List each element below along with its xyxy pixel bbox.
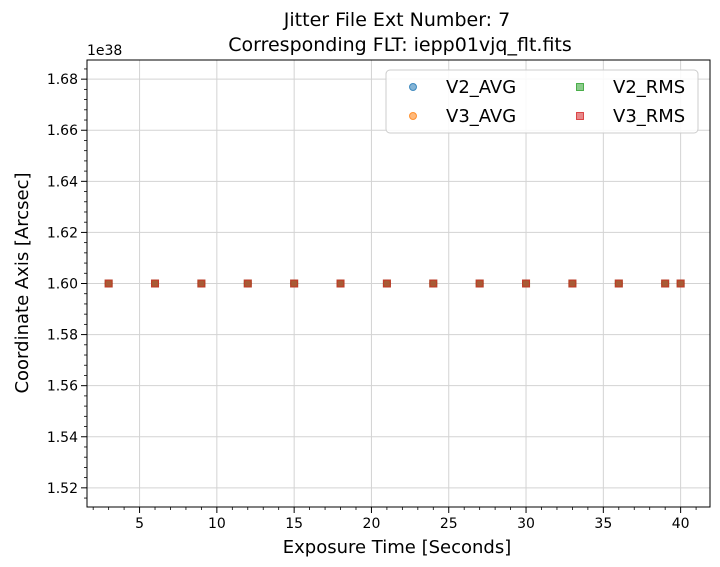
legend-label-v2-rms: V2_RMS bbox=[613, 77, 685, 98]
x-tick-label: 20 bbox=[363, 516, 381, 532]
x-tick-label: 25 bbox=[440, 516, 458, 532]
legend-items: V2_AVG V3_AVG V2_RMS V3_RMS bbox=[409, 77, 685, 127]
y-tick-label: 1.66 bbox=[47, 123, 78, 139]
data-point bbox=[151, 279, 160, 288]
y-tick-label: 1.64 bbox=[47, 174, 78, 190]
y-tick-label: 1.60 bbox=[47, 277, 78, 293]
x-tick-label: 35 bbox=[594, 516, 612, 532]
legend-marker-v3-avg bbox=[409, 112, 417, 120]
legend-label-v3-rms: V3_RMS bbox=[613, 106, 685, 127]
chart-title-line1: Jitter File Ext Number: 7 bbox=[283, 9, 510, 31]
tick-labels: 5 10 15 20 25 30 35 40 1.52 1.54 1.56 1.58 1.60 1.62 1… bbox=[47, 72, 690, 532]
x-tick-label: 30 bbox=[517, 516, 535, 532]
major-ticks bbox=[81, 78, 682, 513]
series-v3-rms bbox=[104, 279, 685, 288]
data-point bbox=[243, 279, 252, 288]
legend-marker-v2-avg bbox=[409, 83, 417, 91]
data-point bbox=[104, 279, 113, 288]
y-axis-label: Coordinate Axis [Arcsec] bbox=[12, 172, 33, 393]
data-point bbox=[382, 279, 391, 288]
data-point bbox=[522, 279, 531, 288]
y-tick-label: 1.58 bbox=[47, 328, 78, 344]
x-tick-label: 10 bbox=[208, 516, 226, 532]
data-point bbox=[676, 279, 685, 288]
y-tick-label: 1.56 bbox=[47, 379, 78, 395]
y-tick-label: 1.52 bbox=[47, 481, 78, 497]
data-point bbox=[475, 279, 484, 288]
x-tick-label: 5 bbox=[135, 516, 144, 532]
minor-ticks bbox=[84, 68, 697, 510]
x-tick-label: 40 bbox=[672, 516, 690, 532]
data-point bbox=[290, 279, 299, 288]
legend: V2_AVG V3_AVG V2_RMS V3_RMS bbox=[385, 69, 699, 134]
y-offset-label: 1e38 bbox=[87, 43, 122, 59]
data-point bbox=[614, 279, 623, 288]
legend-box bbox=[385, 69, 699, 134]
y-tick-label: 1.68 bbox=[47, 72, 78, 88]
legend-marker-v3-rms bbox=[576, 112, 584, 120]
y-tick-label: 1.62 bbox=[47, 225, 78, 241]
y-tick-label: 1.54 bbox=[47, 430, 78, 446]
data-point bbox=[661, 279, 670, 288]
legend-label-v2-avg: V2_AVG bbox=[446, 77, 516, 98]
plot-frame bbox=[86, 59, 711, 508]
data-markers bbox=[104, 279, 685, 288]
grid bbox=[87, 60, 710, 507]
data-point bbox=[336, 279, 345, 288]
x-tick-label: 15 bbox=[285, 516, 303, 532]
chart-title-line2: Corresponding FLT: iepp01vjq_flt.fits bbox=[228, 34, 572, 56]
legend-label-v3-avg: V3_AVG bbox=[446, 106, 516, 127]
data-point bbox=[568, 279, 577, 288]
data-point bbox=[197, 279, 206, 288]
legend-marker-v2-rms bbox=[576, 83, 584, 91]
x-axis-label: Exposure Time [Seconds] bbox=[283, 537, 512, 558]
data-point bbox=[429, 279, 438, 288]
